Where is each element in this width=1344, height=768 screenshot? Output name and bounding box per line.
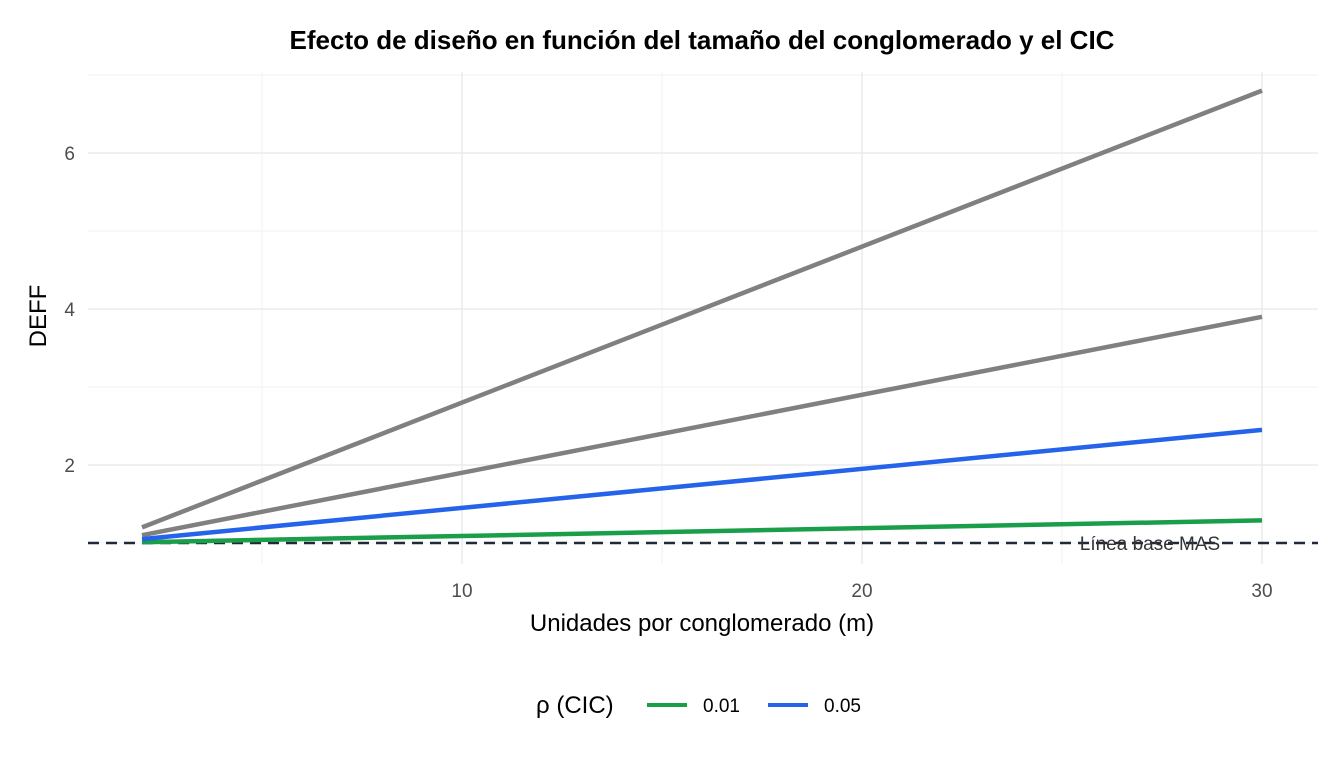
- series-line-unlabeled-3: [141, 88, 1263, 530]
- series-group: [141, 88, 1263, 545]
- baseline-annotation: Línea base MAS: [1080, 534, 1220, 555]
- y-tick-label-4: 4: [64, 300, 75, 321]
- x-tick-label-30: 30: [1251, 581, 1272, 602]
- legend-label-0.05: 0.05: [824, 696, 861, 717]
- x-tick-label-10: 10: [451, 581, 472, 602]
- series-line-unlabeled-2: [141, 314, 1263, 538]
- y-axis-title: DEFF: [25, 285, 52, 348]
- grid-minor: [88, 72, 1318, 564]
- x-tick-label-20: 20: [851, 581, 872, 602]
- grid-major: [88, 72, 1318, 564]
- x-tick-labels: 10 20 30: [451, 581, 1272, 602]
- series-line-0.05: [141, 427, 1263, 542]
- legend-title: ρ (CIC): [536, 692, 614, 719]
- y-tick-labels: 2 4 6: [64, 144, 75, 477]
- legend: ρ (CIC) 0.01 0.05: [536, 692, 861, 719]
- legend-label-0.01: 0.01: [703, 696, 740, 717]
- x-axis-title: Unidades por conglomerado (m): [530, 610, 874, 637]
- series-line-0.01: [141, 518, 1263, 545]
- chart-title: Efecto de diseño en función del tamaño d…: [290, 25, 1115, 55]
- y-tick-label-6: 6: [64, 144, 75, 165]
- y-tick-label-2: 2: [64, 456, 75, 477]
